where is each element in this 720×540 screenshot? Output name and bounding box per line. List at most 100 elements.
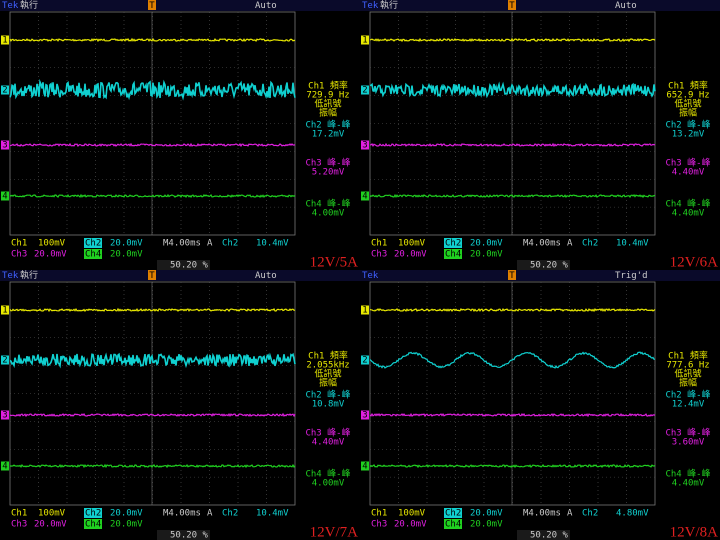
measurement-note: 低訊號 [314, 98, 341, 110]
measurement-value: 4.40mV [672, 168, 705, 178]
ch2-scale: 20.0mV [470, 239, 503, 249]
ch2-label: Ch2 [85, 509, 101, 519]
measurement-note: 低訊號 [674, 368, 701, 380]
trace [369, 81, 656, 99]
graticule [369, 11, 656, 236]
trace [369, 37, 656, 43]
trigger-level: 4.80mV [616, 509, 649, 519]
measurement-title: Ch2 峰-峰 [665, 120, 710, 131]
trigger-source: A [567, 509, 573, 519]
channel-marker-bg [1, 305, 9, 315]
measurement-title: Ch4 峰-峰 [665, 469, 710, 480]
measurement-title: Ch2 峰-峰 [305, 390, 350, 401]
trigger-marker-bg [508, 270, 516, 280]
timebase: M4.00ms [163, 509, 201, 519]
condition-label: 12V/7A [310, 524, 359, 540]
measurement-title: Ch3 峰-峰 [305, 158, 350, 169]
status-bar [0, 270, 360, 281]
measurement-note: 振幅 [679, 107, 697, 119]
trigger-position: 50.20 % [530, 531, 569, 540]
trigger-channel: Ch2 [222, 509, 238, 519]
tek-logo: Tek [2, 1, 19, 11]
trigger-level: 10.4mV [256, 239, 289, 249]
ch4-label-bg [84, 519, 102, 529]
channel-marker-bg [361, 35, 369, 45]
trigger-mode: Trig'd [615, 271, 648, 281]
ch1-scale: 100mV [398, 239, 426, 249]
trigger-marker-bg [148, 270, 156, 280]
trace [9, 78, 296, 101]
measurement-value: 729.9 Hz [306, 91, 349, 101]
ch4-scale: 20.0mV [110, 250, 143, 260]
channel-marker: 1 [362, 36, 367, 46]
timebase: M4.00ms [163, 239, 201, 249]
measurement-value: 4.40mV [312, 438, 345, 448]
trigger-position-bg [517, 260, 570, 270]
measurement-title: Ch4 峰-峰 [665, 199, 710, 210]
channel-marker: 2 [362, 356, 367, 366]
ch2-scale: 20.0mV [110, 239, 143, 249]
channel-marker-bg [1, 410, 9, 420]
condition-label: 12V/8A [670, 524, 719, 540]
measurement-value: 12.4mV [672, 400, 705, 410]
trigger-marker-bg [148, 0, 156, 10]
measurement-title: Ch2 峰-峰 [665, 390, 710, 401]
measurement-title: Ch4 峰-峰 [305, 469, 350, 480]
channel-marker: 4 [362, 192, 367, 202]
timebase: M4.00ms [523, 239, 561, 249]
ch4-label-bg [444, 519, 462, 529]
channel-marker: 1 [362, 306, 367, 316]
channel-marker-bg [361, 305, 369, 315]
condition-label: 12V/5A [310, 254, 359, 270]
trigger-position-bg [157, 530, 210, 540]
ch1-label: Ch1 [371, 509, 387, 519]
measurement-note: 低訊號 [314, 368, 341, 380]
channel-marker-bg [361, 410, 369, 420]
channel-marker-bg [1, 191, 9, 201]
trigger-position: 50.20 % [530, 261, 569, 271]
measurement-note: 低訊號 [674, 98, 701, 110]
trigger-marker: T [509, 271, 515, 281]
trigger-channel: Ch2 [582, 239, 598, 249]
trigger-mode: Auto [615, 1, 637, 11]
ch3-scale: 20.0mV [34, 520, 67, 530]
ch3-scale: 20.0mV [34, 250, 67, 260]
status-bar [360, 0, 720, 11]
channel-marker-bg [1, 35, 9, 45]
trigger-position-bg [157, 260, 210, 270]
measurement-value: 4.00mV [312, 479, 345, 489]
measurement-value: 4.00mV [312, 209, 345, 219]
trace [9, 463, 296, 469]
channel-marker-bg [1, 461, 9, 471]
trace [9, 307, 296, 313]
channel-marker: 4 [2, 462, 7, 472]
channel-marker: 2 [362, 86, 367, 96]
trace [9, 142, 296, 148]
measurement-note: 振幅 [319, 107, 337, 119]
ch4-scale: 20.0mV [110, 520, 143, 530]
ch4-label: Ch4 [445, 520, 461, 530]
trigger-level: 10.4mV [616, 239, 649, 249]
timebase: M4.00ms [523, 509, 561, 519]
ch2-scale: 20.0mV [470, 509, 503, 519]
ch2-label-bg [444, 508, 462, 518]
measurement-title: Ch1 頻率 [308, 80, 348, 92]
ch1-label: Ch1 [371, 239, 387, 249]
ch4-label: Ch4 [445, 250, 461, 260]
measurement-note: 振幅 [319, 377, 337, 389]
measurement-title: Ch4 峰-峰 [305, 199, 350, 210]
channel-marker: 2 [2, 86, 7, 96]
trigger-level: 10.4mV [256, 509, 289, 519]
measurement-title: Ch1 頻率 [668, 80, 708, 92]
trace [369, 193, 656, 199]
channel-marker: 1 [2, 36, 7, 46]
ch4-label: Ch4 [85, 250, 101, 260]
ch4-label: Ch4 [85, 520, 101, 530]
tek-logo: Tek [2, 271, 19, 281]
channel-marker-bg [1, 355, 9, 365]
trace [9, 37, 296, 43]
measurement-value: 17.2mV [312, 130, 345, 140]
trigger-channel: Ch2 [222, 239, 238, 249]
